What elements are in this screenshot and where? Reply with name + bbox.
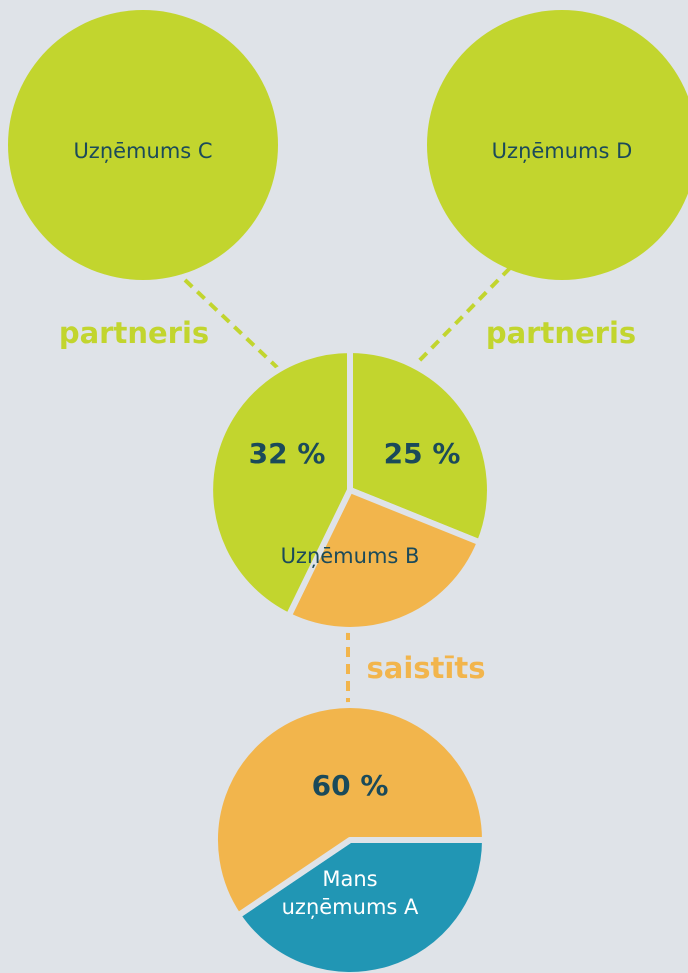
share-label: 60 % bbox=[312, 769, 389, 802]
connector bbox=[416, 266, 512, 364]
pie-slice bbox=[212, 702, 488, 919]
connector bbox=[183, 278, 284, 374]
pie-slice bbox=[207, 347, 353, 619]
node-label: Mans bbox=[322, 867, 377, 891]
link-label: partneris bbox=[59, 316, 209, 350]
pie-slice bbox=[285, 487, 483, 633]
node-circle bbox=[8, 10, 278, 280]
link-label: saistīts bbox=[367, 651, 486, 685]
share-label: 32 % bbox=[249, 437, 326, 470]
node-circle bbox=[427, 10, 688, 280]
pie-slice bbox=[235, 837, 488, 973]
node-label: Uzņēmums C bbox=[73, 139, 212, 163]
link-label: partneris bbox=[486, 316, 636, 350]
share-label: 25 % bbox=[384, 437, 461, 470]
node-label: Uzņēmums D bbox=[492, 139, 633, 163]
node-label: Uzņēmums B bbox=[281, 544, 420, 568]
pie-slice bbox=[347, 347, 493, 546]
node-label: uzņēmums A bbox=[282, 895, 419, 919]
